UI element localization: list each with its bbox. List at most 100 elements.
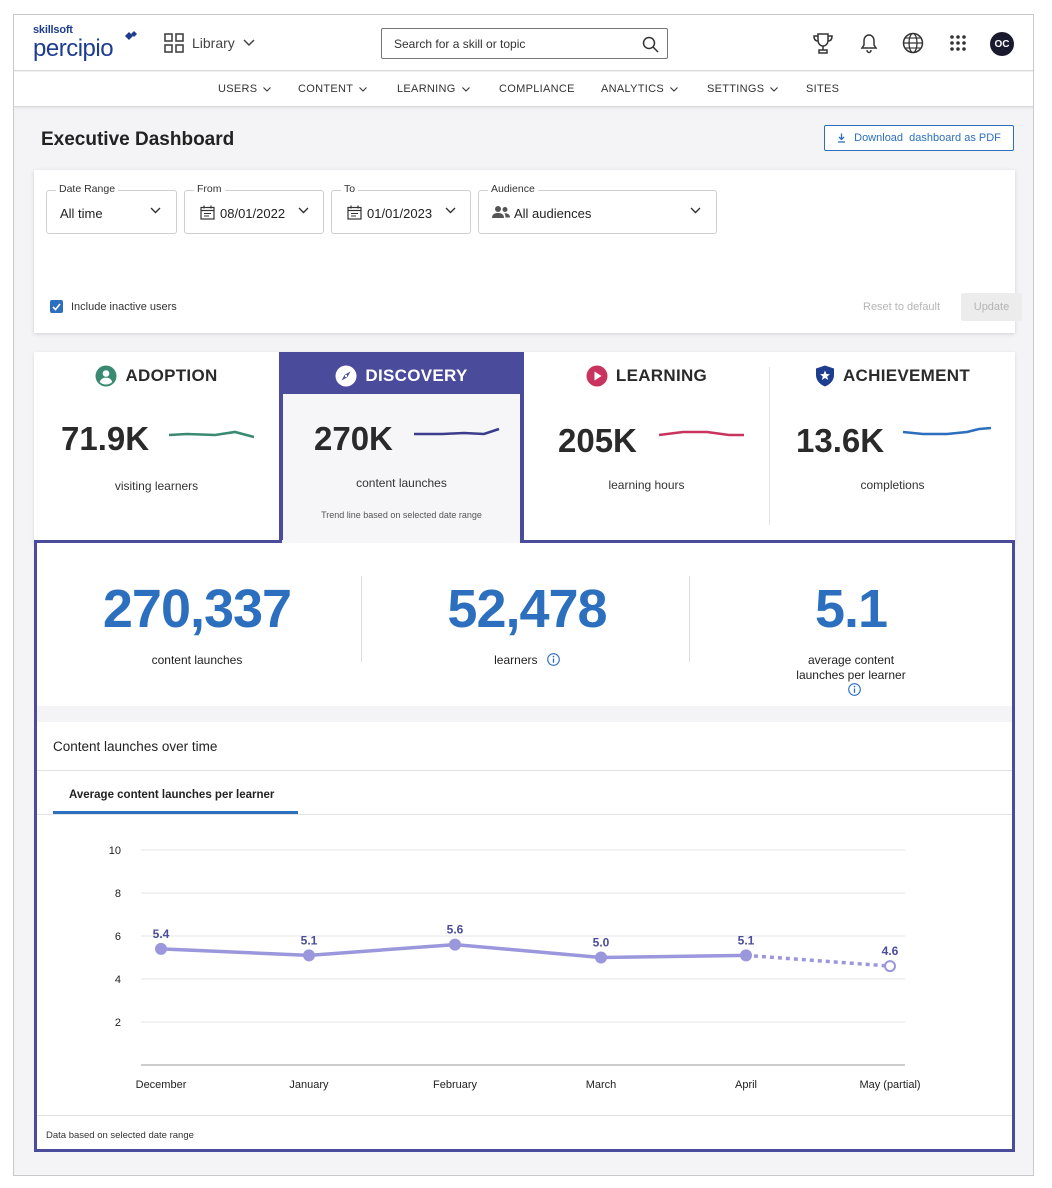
chevron-down-icon — [150, 207, 161, 214]
chevron-down-icon — [243, 39, 255, 47]
divider — [37, 770, 1012, 771]
tab-discovery-body: 270K content launches Trend line based o… — [283, 394, 520, 544]
tab-learning[interactable]: LEARNING 205K learning hours — [524, 352, 769, 544]
x-tick-label: April — [735, 1079, 757, 1091]
tab-adoption-header: ADOPTION — [34, 364, 279, 388]
data-label: 5.1 — [301, 933, 318, 947]
tab-learning-title: LEARNING — [615, 366, 708, 385]
include-inactive-label: Include inactive users — [71, 300, 177, 313]
update-button[interactable]: Update — [961, 293, 1022, 321]
download-icon — [838, 133, 846, 143]
y-tick-label: 8 — [115, 888, 121, 900]
active-tab-connector — [282, 540, 520, 543]
grid-layout-icon — [164, 33, 184, 53]
filter-card: Date Range All time From 08/01/2022 To — [34, 170, 1022, 333]
stat-content-launches: 270,337 content launches — [37, 543, 357, 703]
adoption-trend-sparkline — [168, 430, 255, 439]
x-tick-label: March — [586, 1079, 617, 1091]
nav-item-analytics[interactable]: ANALYTICS — [601, 83, 678, 95]
reset-to-default-button[interactable]: Reset to default — [863, 301, 941, 313]
nav-item-label: USERS — [218, 83, 258, 95]
app-frame: skillsoft percipio Library Search for a … — [13, 14, 1034, 1176]
tab-avg-launches-per-learner[interactable]: Average content launches per learner — [69, 789, 275, 801]
user-avatar[interactable]: OC — [990, 32, 1014, 56]
nav-item-label: CONTENT — [298, 83, 354, 95]
to-date-label: To — [341, 183, 359, 195]
info-icon[interactable] — [546, 653, 560, 666]
adoption-label: visiting learners — [114, 479, 199, 493]
stat-value: 270,337 — [102, 579, 292, 639]
tab-achievement[interactable]: ACHIEVEMENT 13.6K completions — [770, 352, 1015, 544]
percipio-logo[interactable]: skillsoft percipio — [33, 24, 143, 64]
tab-learning-header: LEARNING — [524, 364, 769, 388]
tab-discovery-title: DISCOVERY — [365, 366, 468, 385]
nav-item-sites[interactable]: SITES — [806, 83, 839, 95]
bell-icon[interactable] — [856, 30, 882, 56]
trend-line-note: Trend line based on selected date range — [321, 510, 482, 520]
from-date-field[interactable]: From 08/01/2022 — [184, 183, 324, 234]
calendar-icon — [200, 205, 215, 220]
compass-icon — [335, 365, 357, 387]
search-icon[interactable] — [642, 36, 659, 53]
x-tick-label: February — [433, 1079, 478, 1091]
data-label: 4.6 — [882, 944, 899, 958]
main-nav: USERS CONTENT LEARNING COMPLIANCE ANALYT… — [14, 72, 1033, 107]
page-title: Executive Dashboard — [41, 129, 235, 150]
achievement-label: completions — [860, 478, 925, 492]
y-tick-label: 10 — [109, 845, 121, 857]
star-shield-icon — [815, 365, 834, 387]
to-date-field[interactable]: To 01/01/2023 — [331, 183, 471, 234]
chevron-down-icon — [461, 86, 470, 92]
include-inactive-checkbox[interactable]: Include inactive users — [50, 300, 177, 313]
learning-trend-sparkline — [658, 430, 744, 437]
nav-item-content[interactable]: CONTENT — [298, 83, 368, 95]
tab-achievement-header: ACHIEVEMENT — [770, 364, 1015, 388]
nav-item-users[interactable]: USERS — [218, 83, 272, 95]
x-tick-label: May (partial) — [859, 1079, 920, 1091]
info-icon[interactable] — [847, 683, 861, 696]
achievement-value: 13.6K — [796, 422, 885, 459]
play-circle-icon — [586, 365, 608, 387]
discovery-detail-panel: 270,337 content launches 52,478 learners… — [34, 540, 1015, 1152]
stat-label-row: learners — [367, 653, 687, 668]
stat-label: learners — [494, 653, 538, 667]
discovery-label: content launches — [356, 476, 447, 490]
data-label: 5.6 — [447, 923, 464, 937]
top-bar: skillsoft percipio Library Search for a … — [14, 15, 1033, 71]
data-label: 5.1 — [738, 933, 755, 947]
audience-select[interactable]: Audience All audiences — [478, 183, 717, 234]
apps-grid-icon[interactable] — [945, 30, 971, 56]
trophy-icon[interactable] — [810, 30, 836, 56]
nav-item-compliance[interactable]: COMPLIANCE — [499, 83, 575, 95]
nav-item-label: COMPLIANCE — [499, 83, 575, 95]
data-label: 5.0 — [593, 936, 610, 950]
divider — [37, 814, 1012, 815]
chevron-down-icon — [770, 86, 779, 92]
chevron-down-icon — [298, 207, 309, 214]
tab-divider — [769, 367, 770, 525]
library-menu[interactable]: Library — [164, 32, 255, 54]
nav-item-learning[interactable]: LEARNING — [397, 83, 470, 95]
search-field[interactable]: Search for a skill or topic — [381, 28, 668, 59]
tab-discovery-header: DISCOVERY — [279, 364, 524, 388]
y-tick-label: 4 — [115, 974, 121, 986]
tab-adoption[interactable]: ADOPTION 71.9K visiting learners — [34, 352, 279, 544]
stat-value: 52,478 — [447, 579, 607, 639]
date-range-value: All time — [60, 206, 103, 221]
download-pdf-button[interactable]: Download dashboard as PDF — [824, 125, 1014, 151]
chevron-down-icon — [359, 86, 368, 92]
chevron-down-icon — [670, 86, 678, 92]
tab-discovery[interactable]: DISCOVERY 270K content launches Trend li… — [279, 352, 524, 544]
achievement-trend-sparkline — [902, 426, 992, 436]
learning-label: learning hours — [608, 478, 685, 492]
stat-divider — [361, 576, 362, 662]
user-circle-icon — [95, 365, 117, 387]
nav-item-settings[interactable]: SETTINGS — [707, 83, 779, 95]
content-launches-line-chart: 2 4 6 8 10 December January February March April M… — [109, 845, 921, 1091]
date-range-select[interactable]: Date Range All time — [46, 183, 177, 234]
globe-icon[interactable] — [900, 30, 926, 56]
logo-brand-big: percipio — [33, 35, 114, 62]
from-date-value: 08/01/2022 — [220, 206, 286, 221]
tab-achievement-title: ACHIEVEMENT — [842, 366, 971, 385]
adoption-value: 71.9K — [61, 420, 150, 457]
